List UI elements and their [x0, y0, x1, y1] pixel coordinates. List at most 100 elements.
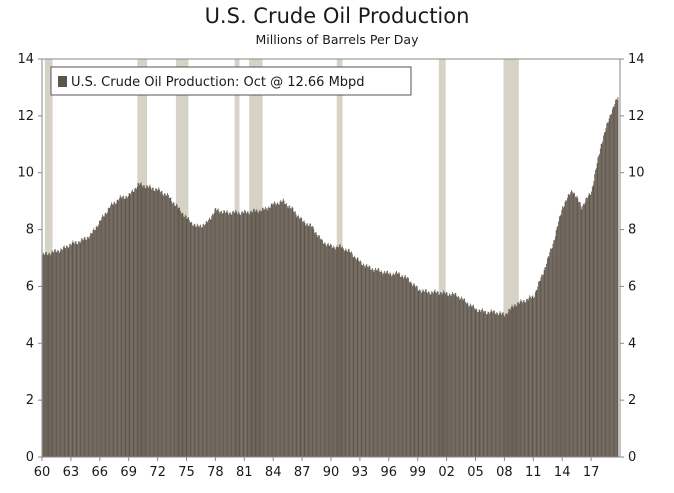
x-tick-label: 90 [323, 465, 340, 480]
production-bar [528, 298, 529, 457]
production-bar [296, 214, 297, 457]
production-bar [405, 275, 406, 457]
production-bar [121, 197, 122, 457]
production-bar [537, 287, 538, 457]
production-bar [150, 187, 151, 457]
production-bar [457, 297, 458, 457]
production-bar [312, 227, 313, 457]
production-bar [309, 226, 310, 457]
production-bar [177, 205, 178, 457]
production-bar [416, 286, 417, 457]
production-bar [378, 268, 379, 457]
production-bar [467, 302, 468, 457]
production-bar [168, 195, 169, 457]
production-bar [316, 232, 317, 457]
production-bar [93, 228, 94, 457]
production-bar [438, 292, 439, 457]
production-bar [367, 266, 368, 457]
production-bar [117, 200, 118, 457]
production-bar [299, 218, 300, 457]
production-bar [303, 222, 304, 457]
production-bar [106, 214, 107, 457]
production-bar [404, 276, 405, 457]
production-bar [203, 224, 204, 457]
production-bar [546, 264, 547, 457]
production-bar [183, 217, 184, 457]
x-tick-label: 84 [265, 465, 282, 480]
production-bar [451, 296, 452, 457]
production-bar [345, 250, 346, 457]
production-bar [65, 248, 66, 457]
production-bar [178, 208, 179, 457]
production-bar [355, 258, 356, 457]
production-bar [96, 227, 97, 457]
production-bar [557, 226, 558, 457]
production-bar [432, 292, 433, 457]
production-bar [467, 303, 468, 457]
production-bar [520, 299, 521, 457]
production-bar [508, 313, 509, 457]
production-bar [297, 216, 298, 457]
production-bar [335, 249, 336, 457]
production-bar [526, 299, 527, 457]
production-bar [193, 226, 194, 457]
production-bar [479, 309, 480, 457]
production-bar [132, 190, 133, 457]
production-bar [561, 215, 562, 457]
production-bar [150, 185, 151, 457]
production-bar [545, 267, 546, 457]
production-bar [500, 311, 501, 457]
production-bar [128, 196, 129, 457]
production-bar [321, 240, 322, 457]
production-bar [154, 191, 155, 457]
production-bar [252, 212, 253, 457]
production-bar [531, 298, 532, 457]
production-bar [204, 225, 205, 457]
production-bar [231, 215, 232, 457]
legend-swatch [58, 76, 67, 87]
production-bar [534, 297, 535, 457]
production-bar [552, 248, 553, 457]
production-bar [482, 308, 483, 457]
production-bar [501, 314, 502, 457]
production-bar [72, 243, 73, 457]
production-bar [520, 302, 521, 457]
production-bar [97, 226, 98, 457]
production-bar [541, 277, 542, 457]
production-bar [567, 198, 568, 457]
production-bar [163, 196, 164, 457]
production-bar [587, 198, 588, 457]
chart-plot: 0 02 24 46 68 810 1012 1214 1460 63 66 69 72 75 78 81 84… [0, 0, 674, 493]
production-bar [431, 291, 432, 457]
x-tick-label: 75 [178, 465, 195, 480]
production-bar [605, 132, 606, 457]
production-bar [221, 211, 222, 457]
production-bar [64, 245, 65, 457]
production-bar [195, 227, 196, 457]
production-bar [256, 211, 257, 457]
production-bar [84, 238, 85, 457]
production-bar [429, 292, 430, 457]
production-bar [56, 252, 57, 457]
production-bar [146, 185, 147, 457]
production-bar [173, 202, 174, 457]
production-bar [86, 240, 87, 457]
production-bar [602, 144, 603, 457]
production-bar [320, 239, 321, 457]
production-bar [179, 207, 180, 457]
production-bar [422, 291, 423, 457]
production-bar [212, 214, 213, 457]
production-bar [341, 248, 342, 457]
production-bar [549, 256, 550, 457]
production-bar [476, 309, 477, 457]
production-bar [260, 211, 261, 457]
production-bar [162, 191, 163, 457]
production-bar [241, 212, 242, 457]
production-bar [372, 268, 373, 457]
production-bar [113, 203, 114, 457]
production-bar [330, 244, 331, 457]
production-bar [100, 220, 101, 457]
production-bar [333, 247, 334, 457]
production-bar [192, 225, 193, 457]
production-bar [377, 271, 378, 457]
